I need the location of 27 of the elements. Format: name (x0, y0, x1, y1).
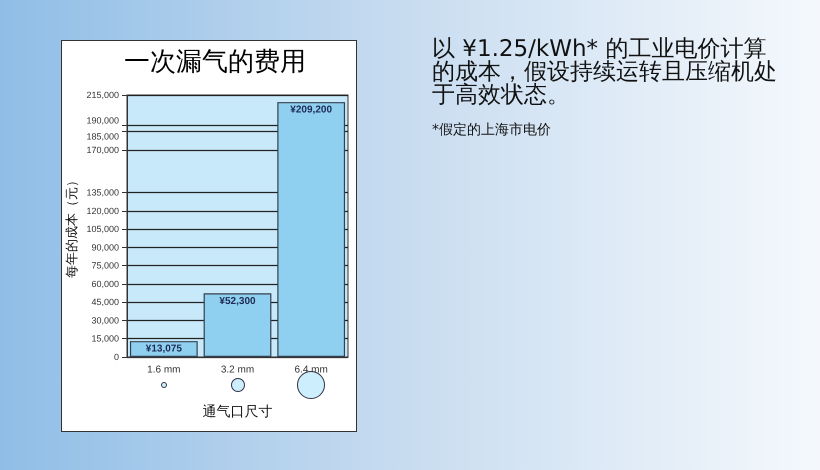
y-tick-label: 45,000 (91, 297, 119, 308)
y-tick-label: 75,000 (91, 260, 119, 271)
y-tick-label: 0 (114, 352, 119, 362)
y-tick-label: 105,000 (86, 224, 119, 234)
y-tick-label: 90,000 (91, 242, 119, 252)
data-label: ¥52,300 (219, 296, 256, 307)
x-tick-label: 6.4 mm (294, 364, 328, 376)
y-tick-label: 135,000 (86, 187, 119, 198)
y-tick-label: 190,000 (86, 115, 119, 126)
text: 以 ¥1.25/kWh* 的工业电价计算的成本，假设持续运转且压缩机处于高效状态。 (432, 36, 777, 108)
y-tick-label: 15,000 (91, 334, 119, 344)
bar (277, 102, 346, 357)
y-tick-label: 185,000 (86, 132, 119, 142)
data-label: ¥209,200 (290, 104, 332, 116)
y-tick-label: 60,000 (91, 278, 119, 289)
x-axis-title: 通气口尺寸 (202, 404, 272, 420)
y-tick-label: 120,000 (86, 206, 119, 216)
y-tick-label: 170,000 (86, 144, 119, 155)
chart-title: 一次漏气的费用 (124, 47, 306, 77)
text: *假定的上海市电价 (432, 121, 552, 139)
x-tick-label: 1.6 mm (147, 364, 181, 376)
y-axis-title: 每年的成本（元） (65, 174, 80, 278)
data-label: ¥13,075 (146, 344, 182, 355)
y-tick-label: 215,000 (86, 90, 119, 100)
y-tick-label: 30,000 (91, 315, 119, 326)
bar (204, 293, 272, 357)
x-tick-label: 3.2 mm (220, 364, 254, 376)
